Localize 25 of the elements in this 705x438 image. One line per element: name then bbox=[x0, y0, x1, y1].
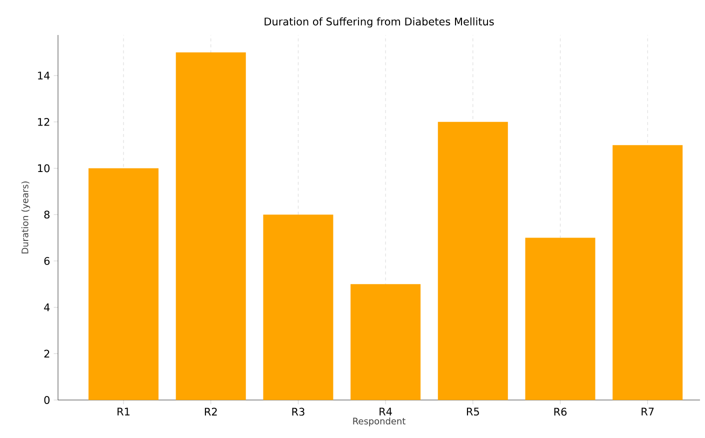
x-axis-title: Respondent bbox=[353, 418, 406, 426]
y-tick-label: 8 bbox=[44, 210, 50, 219]
y-tick-label: 2 bbox=[44, 350, 50, 358]
y-axis-title: Duration (years) bbox=[21, 182, 30, 254]
x-tick-label: R3 bbox=[292, 408, 304, 416]
x-tick-label: R7 bbox=[642, 408, 654, 416]
bar bbox=[88, 168, 159, 400]
bar bbox=[350, 284, 421, 400]
bar bbox=[612, 145, 683, 400]
y-tick-label: 14 bbox=[38, 72, 50, 80]
x-tick-label: R2 bbox=[204, 408, 217, 416]
y-tick-label: 4 bbox=[44, 303, 50, 312]
x-tick-label: R1 bbox=[118, 408, 130, 416]
bar bbox=[525, 238, 596, 400]
x-tick-label: R4 bbox=[380, 408, 392, 416]
y-tick-label: 6 bbox=[44, 256, 50, 265]
bar bbox=[263, 214, 334, 400]
chart-title: Duration of Suffering from Diabetes Mellitus bbox=[264, 17, 494, 28]
y-tick-label: 10 bbox=[38, 164, 50, 172]
y-tick-label: 12 bbox=[38, 118, 50, 126]
bar bbox=[438, 122, 508, 400]
bar bbox=[176, 52, 246, 400]
x-tick-label: R6 bbox=[554, 408, 567, 416]
y-tick-label: 0 bbox=[44, 396, 50, 404]
x-tick-label: R5 bbox=[466, 408, 479, 416]
